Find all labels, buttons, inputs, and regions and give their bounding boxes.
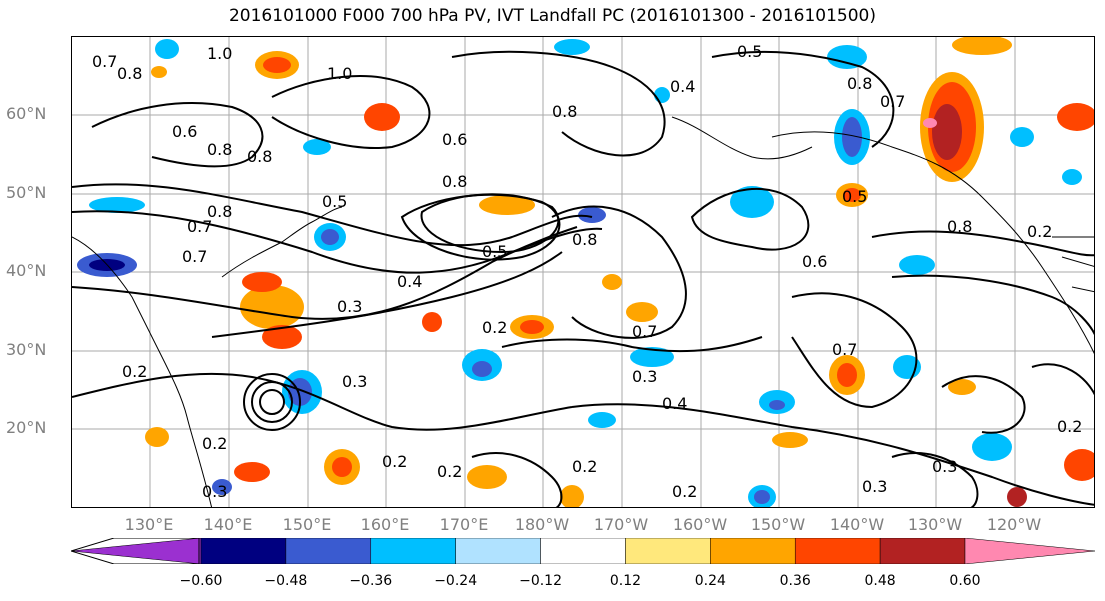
contour-label: 0.7 <box>880 92 905 111</box>
colorbar-segment <box>71 538 202 564</box>
contour-label: 0.4 <box>397 272 422 291</box>
colorbar-tick-label: −0.36 <box>349 573 393 589</box>
contour-label: 0.2 <box>672 482 697 501</box>
contour-label: 0.5 <box>482 242 507 261</box>
lon-label: 150°W <box>750 515 806 534</box>
shading-positive <box>145 37 1094 507</box>
contour-label: 1.0 <box>207 44 232 63</box>
colorbar-segment <box>200 538 287 564</box>
lon-label: 140°E <box>203 515 253 534</box>
lon-label: 170°E <box>439 515 489 534</box>
colorbar-tick-label: 0.24 <box>694 573 726 589</box>
contour-label: 0.7 <box>182 247 207 266</box>
contour-label: 0.7 <box>92 52 117 71</box>
contour-label: 0.2 <box>482 318 507 337</box>
contour-label: 0.3 <box>862 477 887 496</box>
lon-label: 120°W <box>986 515 1042 534</box>
contour-label: 0.8 <box>207 202 232 221</box>
colorbar-segment <box>794 538 881 564</box>
lon-label: 180°W <box>514 515 570 534</box>
colorbar-segment <box>540 538 626 564</box>
contour-label: 0.5 <box>842 187 867 206</box>
contour-label: 0.2 <box>437 462 462 481</box>
contour-label: 0.8 <box>442 172 467 191</box>
colorbar-tick-label: 0.12 <box>609 573 642 589</box>
contour-label: 0.6 <box>172 122 197 141</box>
colorbar-segment <box>455 538 541 564</box>
map-panel: 0.7 0.8 1.0 0.8 0.6 0.8 1.0 0.5 0.4 0.8 … <box>71 36 1095 508</box>
colorbar-tick-label: 0.36 <box>779 573 811 589</box>
colorbar-tick-label: −0.12 <box>519 573 562 589</box>
contour-label: 0.2 <box>1057 417 1082 436</box>
contour-label: 0.8 <box>207 140 232 159</box>
contour-label: 0.2 <box>202 434 227 453</box>
colorbar-segment <box>370 538 456 564</box>
contour-label: 0.7 <box>632 322 657 341</box>
colorbar-tick-label: −0.60 <box>179 573 223 589</box>
contour-label: 0.3 <box>342 372 367 391</box>
contour-label: 0.2 <box>1027 222 1052 241</box>
lat-label: 60°N <box>6 104 47 123</box>
contour-label: 0.3 <box>932 457 957 476</box>
contour-label: 0.3 <box>632 367 657 386</box>
lon-label: 130°E <box>124 515 174 534</box>
contour-label: 0.4 <box>670 77 695 96</box>
lon-label: 150°E <box>282 515 332 534</box>
colorbar-tick-label: −0.48 <box>264 573 308 589</box>
contour-label: 0.3 <box>202 482 227 501</box>
colorbar-segment <box>625 538 711 564</box>
lon-label: 160°E <box>360 515 410 534</box>
contour-label: 0.8 <box>247 147 272 166</box>
lon-label: 140°W <box>829 515 885 534</box>
colorbar-tick-label: 0.48 <box>864 573 896 589</box>
contour-label: 0.3 <box>337 297 362 316</box>
colorbar-segment <box>879 538 966 564</box>
lat-label: 40°N <box>6 261 47 280</box>
colorbar-tick-label: −0.24 <box>434 573 478 589</box>
contour-label: 0.8 <box>947 217 972 236</box>
contour-label: 0.5 <box>737 42 762 61</box>
contour-label: 0.2 <box>122 362 147 381</box>
contour-label: 0.8 <box>847 74 872 93</box>
colorbar-segment <box>285 538 372 564</box>
colorbar <box>71 538 1095 564</box>
contour-label: 0.2 <box>382 452 407 471</box>
lon-label: 130°W <box>907 515 963 534</box>
contour-label: 0.4 <box>662 394 687 413</box>
contour-label: 0.6 <box>802 252 827 271</box>
contour-label: 0.8 <box>117 64 142 83</box>
contour-label: 0.6 <box>442 130 467 149</box>
coastlines <box>72 116 1094 507</box>
figure-title: 2016101000 F000 700 hPa PV, IVT Landfall… <box>228 6 876 26</box>
lat-label: 20°N <box>6 418 47 437</box>
lat-label: 30°N <box>6 340 47 359</box>
contour-label: 0.7 <box>187 217 212 236</box>
contour-label: 0.2 <box>572 457 597 476</box>
contour-label: 0.5 <box>322 192 347 211</box>
contour-label: 0.8 <box>572 230 597 249</box>
contour-labels: 0.7 0.8 1.0 0.8 0.6 0.8 1.0 0.5 0.4 0.8 … <box>92 42 1082 501</box>
colorbar-segment <box>964 538 1095 564</box>
lon-label: 170°W <box>593 515 649 534</box>
contour-label: 1.0 <box>327 64 352 83</box>
lon-label: 160°W <box>672 515 728 534</box>
map-svg: 0.7 0.8 1.0 0.8 0.6 0.8 1.0 0.5 0.4 0.8 … <box>72 37 1094 507</box>
pv-contours <box>72 50 1094 507</box>
contour-label: 0.7 <box>832 340 857 359</box>
contour-label: 0.8 <box>552 102 577 121</box>
colorbar-tick-label: 0.60 <box>949 573 981 589</box>
colorbar-segment <box>710 538 796 564</box>
lat-label: 50°N <box>6 183 47 202</box>
